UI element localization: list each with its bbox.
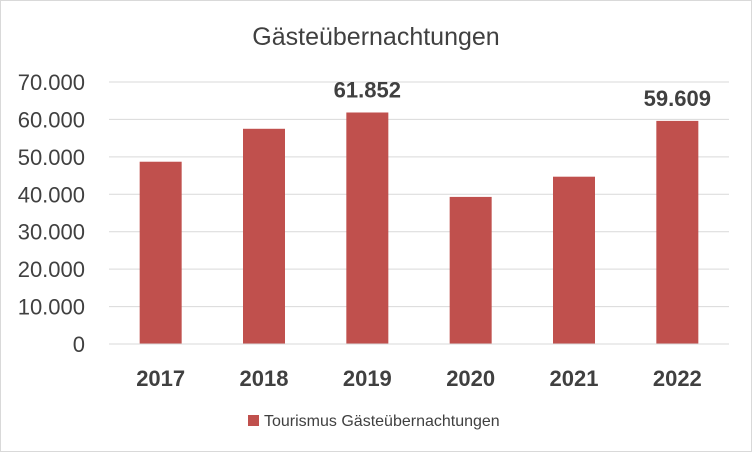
y-tick-label: 50.000 <box>18 145 85 170</box>
y-tick-label: 0 <box>73 332 85 357</box>
data-label-2019: 61.852 <box>334 77 401 102</box>
data-labels: 61.852 59.609 <box>334 77 711 110</box>
x-tick-label: 2019 <box>343 366 392 391</box>
y-tick-label: 40.000 <box>18 182 85 207</box>
chart-title: Gästeübernachtungen <box>252 23 499 51</box>
y-tick-label: 10.000 <box>18 295 85 320</box>
x-tick-label: 2018 <box>240 366 289 391</box>
bar-2019 <box>346 112 389 345</box>
legend: Tourismus Gästeübernachtungen <box>248 413 500 430</box>
y-tick-label: 60.000 <box>18 107 85 132</box>
y-tick-label: 20.000 <box>18 257 85 282</box>
bars <box>139 112 699 345</box>
y-axis-tick-labels: 0 10.000 20.000 30.000 40.000 50.000 60.000 70.… <box>18 70 85 357</box>
gridlines <box>109 81 729 308</box>
legend-label: Tourismus Gästeübernachtungen <box>264 413 500 430</box>
data-label-2022: 59.609 <box>644 86 711 111</box>
bar-2021 <box>553 176 595 344</box>
y-tick-label: 30.000 <box>18 220 85 245</box>
x-tick-label: 2021 <box>550 366 599 391</box>
bar-2017 <box>139 161 182 344</box>
x-tick-label: 2022 <box>653 366 702 391</box>
bar-2020 <box>449 196 492 344</box>
x-tick-label: 2020 <box>446 366 495 391</box>
legend-swatch <box>248 415 259 426</box>
x-tick-label: 2017 <box>136 366 185 391</box>
y-tick-label: 70.000 <box>18 70 85 95</box>
bar-2018 <box>243 128 285 344</box>
bar-2022 <box>656 120 699 344</box>
x-axis-tick-labels: 2017 2018 2019 2020 2021 2022 <box>136 366 702 391</box>
